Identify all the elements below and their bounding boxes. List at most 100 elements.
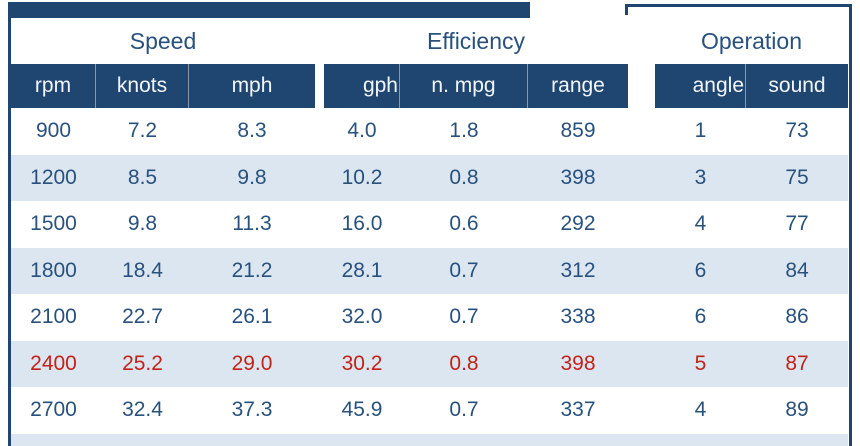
cell-mph: 11.3 xyxy=(232,212,272,235)
cell-nmpg: 0.8 xyxy=(449,351,479,375)
cell-mph: 9.8 xyxy=(237,165,267,189)
cell-range: 292 xyxy=(560,212,596,235)
group-header-efficiency: Efficiency xyxy=(426,28,525,54)
cell-mph: 29.0 xyxy=(231,351,273,375)
efficiency-header-band: gph n. mpg range xyxy=(324,64,628,108)
group-header-row: Speed Efficiency Operation xyxy=(0,18,860,64)
section-gap xyxy=(315,294,324,341)
section-gap xyxy=(315,341,324,388)
operation-top-border xyxy=(625,4,852,7)
table-top-border xyxy=(8,2,530,18)
section-gap xyxy=(628,294,655,341)
column-header-angle: angle xyxy=(655,64,746,108)
column-header-row: rpm knots mph gph n. mpg range angle sou… xyxy=(0,64,860,108)
cell-angle: 1 xyxy=(694,119,707,142)
cell-nmpg: 0.6 xyxy=(449,212,479,235)
cell-gph: 30.2 xyxy=(341,351,383,375)
section-gap xyxy=(315,201,324,248)
column-header-gph: gph xyxy=(324,64,400,108)
section-gap xyxy=(628,108,655,155)
column-header-sound: sound xyxy=(768,74,826,97)
cell-sound: 89 xyxy=(785,398,809,421)
column-header-knots: knots xyxy=(96,64,189,108)
section-gap xyxy=(628,387,655,434)
cell-rpm: 2400 xyxy=(30,351,77,375)
cell-sound: 77 xyxy=(785,212,809,235)
cell-angle: 6 xyxy=(694,258,707,282)
cell-gph: 4.0 xyxy=(347,119,377,142)
column-header-rpm: rpm xyxy=(11,64,96,108)
table-body: 900 7.2 8.3 4.0 1.8 859 1 73 1200 8.5 9.… xyxy=(11,108,848,446)
operation-top-border-stub xyxy=(625,4,628,15)
cell-sound: 86 xyxy=(785,305,809,328)
cell-rpm: 2100 xyxy=(30,305,77,328)
cell-knots: 8.5 xyxy=(127,165,158,189)
cell-gph: 10.2 xyxy=(341,165,383,189)
cell-nmpg: 0.7 xyxy=(449,305,479,328)
table-row-2100: 2100 22.7 26.1 32.0 0.7 338 6 86 xyxy=(11,294,848,341)
group-header-operation: Operation xyxy=(700,28,802,54)
section-gap xyxy=(315,248,324,295)
section-gap xyxy=(628,201,655,248)
cell-sound: 73 xyxy=(785,119,809,142)
cell-rpm: 1500 xyxy=(30,212,77,235)
cell-sound: 75 xyxy=(785,165,809,189)
cell-gph: 16.0 xyxy=(341,212,383,235)
section-gap xyxy=(628,341,655,388)
table-row-2400-highlighted: 2400 25.2 29.0 30.2 0.8 398 5 87 xyxy=(11,340,848,388)
table-row-2700: 2700 32.4 37.3 45.9 0.7 337 4 89 xyxy=(11,387,848,434)
cell-knots: 25.2 xyxy=(122,351,163,375)
cell-knots: 22.7 xyxy=(122,305,163,328)
cell-angle: 3 xyxy=(694,165,707,189)
cell-rpm: 1200 xyxy=(30,165,77,189)
section-gap xyxy=(628,155,655,202)
cell-mph: 21.2 xyxy=(231,258,273,282)
operation-right-border xyxy=(849,4,852,446)
section-gap xyxy=(315,155,324,202)
cell-range: 337 xyxy=(560,398,596,421)
cell-mph: 26.1 xyxy=(231,305,273,328)
cell-mph: 37.3 xyxy=(231,398,273,421)
cell-angle: 4 xyxy=(694,398,707,421)
table-left-border xyxy=(8,2,11,446)
cell-range: 312 xyxy=(560,258,596,282)
table-row-partial xyxy=(11,433,848,446)
cell-nmpg: 0.7 xyxy=(449,258,479,282)
section-gap xyxy=(315,108,324,155)
column-header-mph: mph xyxy=(231,74,273,97)
cell-mph: 8.3 xyxy=(237,119,267,142)
cell-gph: 45.9 xyxy=(341,398,383,421)
cell-range: 859 xyxy=(560,119,596,142)
cell-sound: 84 xyxy=(785,258,809,282)
operation-header-band: angle sound xyxy=(655,64,848,108)
cell-gph: 32.0 xyxy=(341,305,383,328)
cell-range: 398 xyxy=(560,351,596,375)
cell-gph: 28.1 xyxy=(341,258,383,282)
cell-angle: 5 xyxy=(694,351,707,375)
cell-nmpg: 0.7 xyxy=(449,398,479,421)
cell-knots: 32.4 xyxy=(122,398,163,421)
speed-header-band: rpm knots mph xyxy=(11,64,315,108)
column-header-nmpg: n. mpg xyxy=(400,64,528,108)
cell-knots: 9.8 xyxy=(127,212,158,235)
cell-range: 398 xyxy=(560,165,596,189)
cell-rpm: 2700 xyxy=(30,398,77,421)
table-row-900: 900 7.2 8.3 4.0 1.8 859 1 73 xyxy=(11,108,848,155)
cell-sound: 87 xyxy=(785,351,809,375)
group-header-speed: Speed xyxy=(129,28,197,54)
cell-angle: 6 xyxy=(694,305,707,328)
section-gap xyxy=(628,248,655,295)
cell-knots: 7.2 xyxy=(127,119,158,142)
table-row-1500: 1500 9.8 11.3 16.0 0.6 292 4 77 xyxy=(11,201,848,248)
cell-nmpg: 0.8 xyxy=(449,165,479,189)
cell-rpm: 1800 xyxy=(30,258,77,282)
column-header-range: range xyxy=(551,74,605,97)
cell-knots: 18.4 xyxy=(122,258,163,282)
cell-angle: 4 xyxy=(694,212,707,235)
table-row-1200: 1200 8.5 9.8 10.2 0.8 398 3 75 xyxy=(11,154,848,202)
cell-rpm: 900 xyxy=(35,119,72,142)
cell-nmpg: 1.8 xyxy=(449,119,479,142)
table-row-1800: 1800 18.4 21.2 28.1 0.7 312 6 84 xyxy=(11,247,848,295)
cell-range: 338 xyxy=(560,305,596,328)
